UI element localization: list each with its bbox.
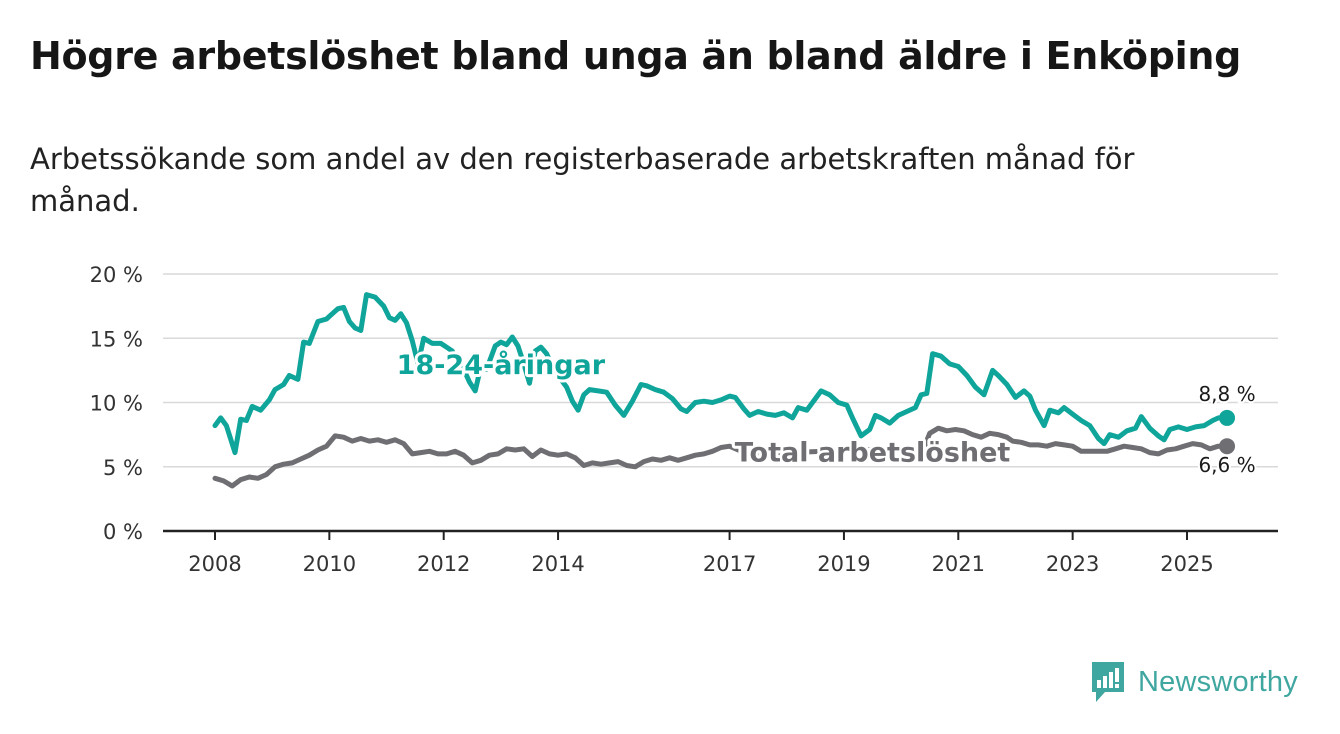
series-labels: 18-24-åringar Total arbetslöshet 8,8 % 6,6 …: [394, 346, 1258, 479]
brand-name: Newsworthy: [1138, 665, 1298, 698]
y-tick-label: 10 %: [90, 392, 143, 416]
y-tick-label: 5 %: [103, 456, 143, 480]
x-tick-label: 2012: [417, 552, 470, 576]
y-tick-label: 0 %: [103, 520, 143, 544]
series-end-point: [1219, 409, 1236, 426]
chart-title: Högre arbetslöshet bland unga än bland ä…: [30, 34, 1241, 78]
y-tick-label: 15 %: [90, 327, 143, 351]
end-value-label: 6,6 %: [1198, 453, 1255, 477]
x-tick-label: 2010: [303, 552, 356, 576]
gridlines: [163, 273, 1278, 468]
x-axis: 2008 2010 2012 2014 2017 2019 2021 2023 2025: [163, 529, 1278, 576]
series-line-total: [212, 425, 1230, 489]
series-end-point: [1219, 438, 1236, 455]
brand-logo[interactable]: Newsworthy: [1090, 660, 1298, 704]
x-tick-label: 2025: [1160, 552, 1213, 576]
x-tick-label: 2014: [531, 552, 584, 576]
x-tick-label: 2017: [703, 552, 756, 576]
x-tick-label: 2008: [188, 552, 241, 576]
x-tick-label: 2019: [817, 552, 870, 576]
chart-subtitle: Arbetssökande som andel av den registerb…: [30, 142, 1135, 218]
newsworthy-logo-icon: [1092, 662, 1124, 702]
end-value-label: 8,8 %: [1198, 382, 1255, 406]
y-tick-label: 20 %: [90, 263, 143, 287]
series-label: 18-24-åringar: [397, 349, 606, 381]
series-lines: [212, 292, 1236, 489]
y-axis-ticks: 0 % 5 % 10 % 15 % 20 %: [90, 263, 143, 544]
series-line-youth: [212, 292, 1230, 456]
x-tick-label: 2023: [1046, 552, 1099, 576]
series-label: Total arbetslöshet: [735, 438, 1011, 469]
x-tick-label: 2021: [932, 552, 985, 576]
